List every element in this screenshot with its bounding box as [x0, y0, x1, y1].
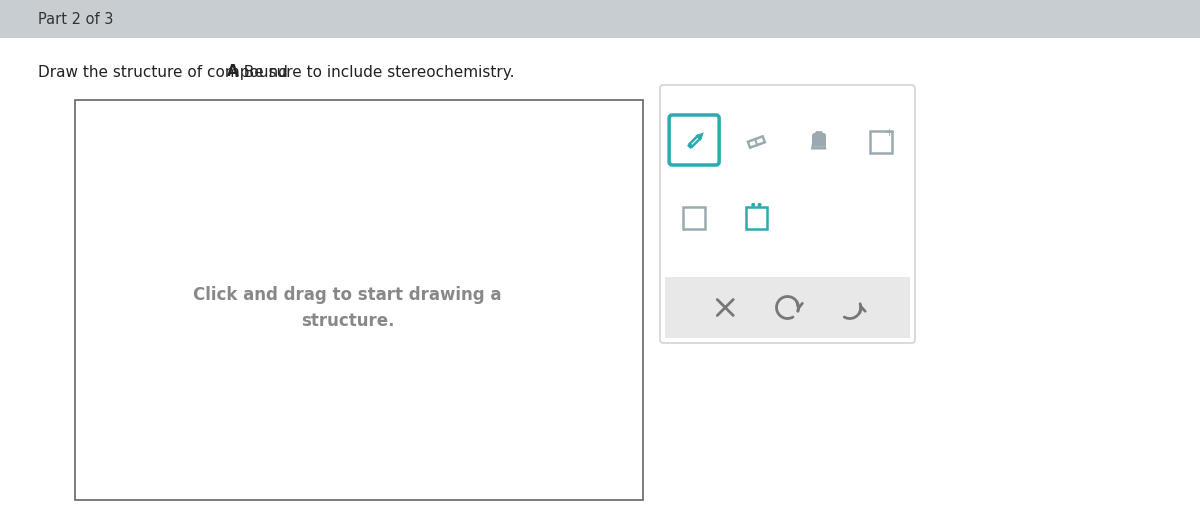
- Bar: [684, 207, 704, 229]
- FancyBboxPatch shape: [660, 85, 916, 343]
- Text: Part 2 of 3: Part 2 of 3: [38, 12, 113, 27]
- FancyBboxPatch shape: [670, 115, 719, 165]
- Text: . Be sure to include stereochemistry.: . Be sure to include stereochemistry.: [234, 64, 514, 79]
- Bar: [665, 277, 910, 338]
- Text: A: A: [227, 64, 239, 79]
- Text: −: −: [698, 203, 708, 213]
- Bar: [74, 100, 643, 500]
- Text: Click and drag to start drawing a
structure.: Click and drag to start drawing a struct…: [193, 286, 502, 330]
- Circle shape: [757, 203, 762, 207]
- Text: +: +: [884, 129, 894, 139]
- Bar: [870, 131, 892, 153]
- Text: Draw the structure of compound: Draw the structure of compound: [38, 64, 293, 79]
- Circle shape: [751, 203, 755, 207]
- Bar: [0, 0, 1200, 38]
- Polygon shape: [688, 144, 692, 148]
- Bar: [745, 207, 767, 229]
